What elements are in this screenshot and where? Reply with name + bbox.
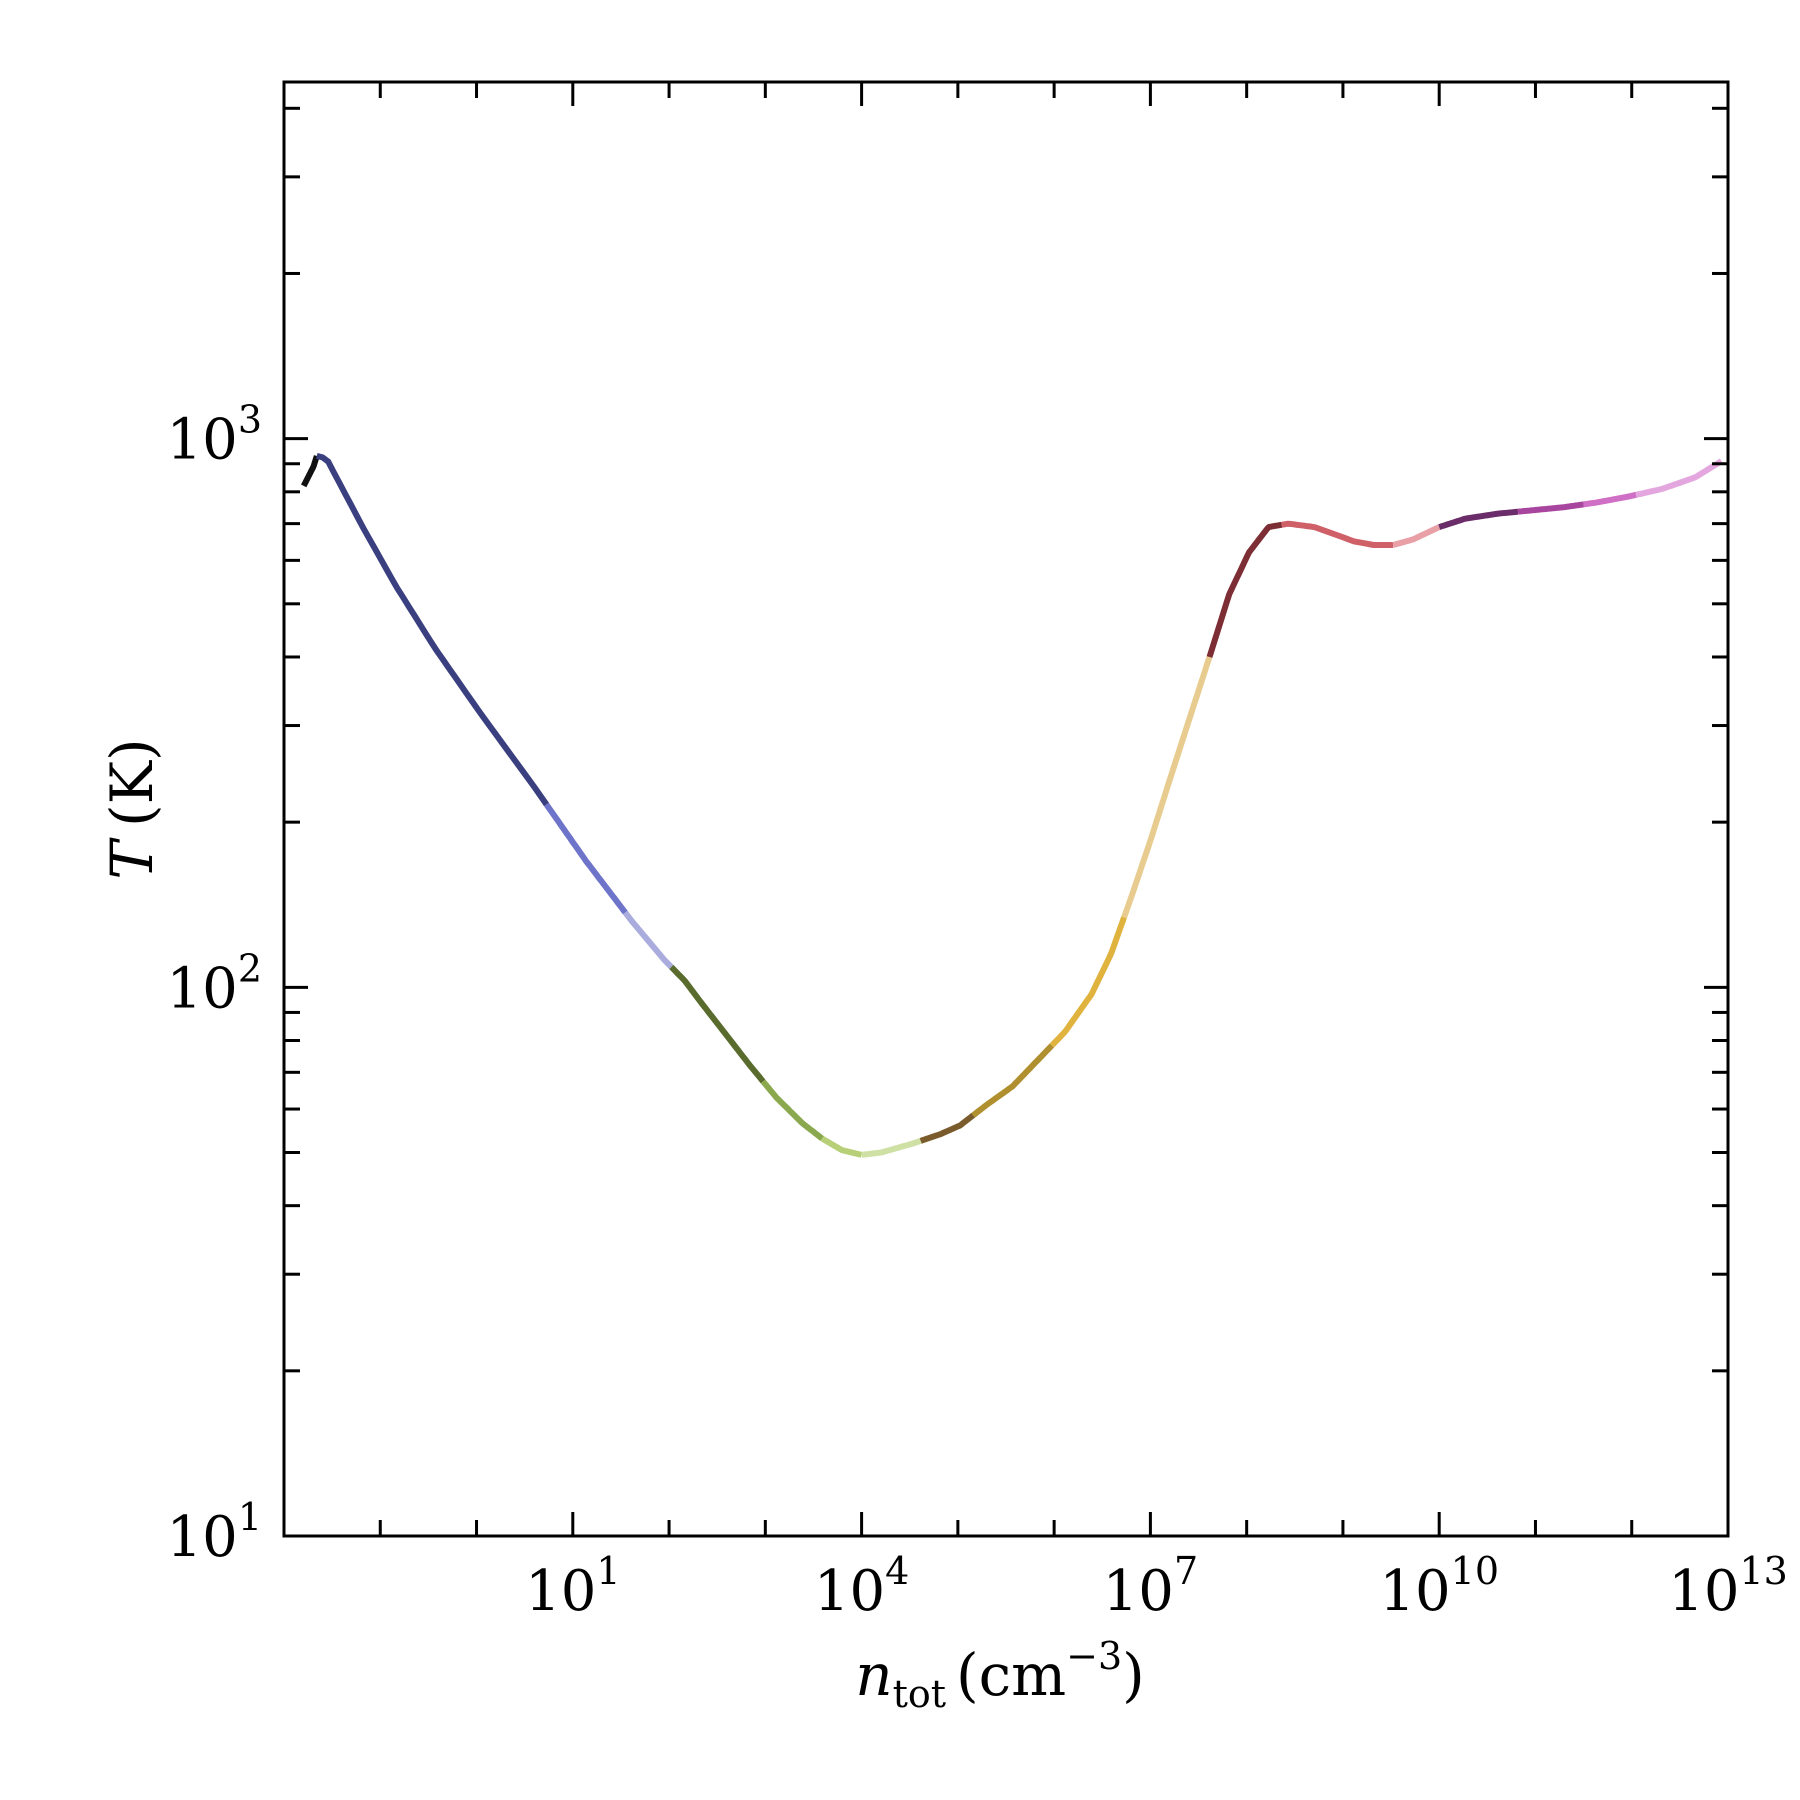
curve-segment-15 — [1438, 508, 1519, 530]
x-tick-label-base: 10 — [1668, 1559, 1739, 1624]
x-tick-label-exp: 1 — [596, 1549, 620, 1593]
curve-segment-0 — [301, 454, 320, 489]
x-axis-label-main: n — [855, 1641, 892, 1709]
x-axis-label-unit-exp: −3 — [1066, 1634, 1122, 1678]
y-axis-label-unit: (K) — [98, 738, 166, 827]
x-tick-label: 1010 — [1379, 1549, 1499, 1624]
x-tick-label-exp: 7 — [1174, 1549, 1198, 1593]
x-tick-label-exp: 10 — [1451, 1549, 1499, 1593]
y-tick-label: 101 — [167, 1495, 262, 1570]
y-tick-label-exp: 3 — [238, 398, 262, 442]
y-tick-label-base: 10 — [167, 956, 238, 1021]
curve-segment-4 — [669, 964, 766, 1084]
curve-segment-2 — [544, 802, 628, 915]
y-tick-label-exp: 2 — [238, 946, 262, 990]
x-axis-label-sub: tot — [893, 1672, 946, 1716]
ticks-layer — [284, 82, 1728, 1536]
curve-segment-17 — [1581, 491, 1638, 508]
curve-segment-14 — [1391, 524, 1442, 548]
curve-segment-13 — [1281, 520, 1394, 548]
x-axis-label-unit-close: ) — [1122, 1641, 1145, 1709]
x-axis-label: ntot (cm−3) — [855, 1634, 1145, 1716]
x-tick-label-base: 10 — [1103, 1559, 1174, 1624]
curve-segment-9 — [971, 1043, 1055, 1118]
curve-segment-10 — [1049, 916, 1127, 1048]
x-tick-label: 1013 — [1668, 1549, 1788, 1624]
y-tick-label: 102 — [167, 946, 262, 1021]
x-axis-label-unit-open: (cm — [956, 1641, 1066, 1709]
x-tick-label-exp: 4 — [885, 1549, 909, 1593]
x-tick-label: 101 — [525, 1549, 620, 1624]
x-tick-label-exp: 13 — [1739, 1549, 1787, 1593]
curve-segment-5 — [760, 1079, 824, 1142]
x-tick-label: 107 — [1103, 1549, 1198, 1624]
x-tick-label: 104 — [814, 1549, 909, 1624]
curve-segment-16 — [1516, 501, 1585, 515]
curve-segment-6 — [820, 1136, 864, 1158]
curve-segment-7 — [860, 1138, 923, 1158]
curve-layer — [301, 452, 1723, 1158]
y-tick-label-base: 10 — [167, 408, 238, 473]
curve-segment-3 — [622, 910, 674, 970]
y-tick-label-exp: 1 — [238, 1495, 262, 1539]
curve-segment-12 — [1206, 521, 1283, 658]
curve-segment-11 — [1121, 656, 1213, 919]
curve-segment-1 — [316, 452, 549, 807]
plot-frame — [282, 80, 1730, 1538]
x-tick-label-base: 10 — [525, 1559, 596, 1624]
x-tick-label-base: 10 — [814, 1559, 885, 1624]
y-tick-label: 103 — [167, 398, 262, 473]
y-axis-label: T (K) — [98, 738, 166, 879]
y-tick-label-base: 10 — [167, 1505, 238, 1570]
curve-segment-8 — [919, 1112, 976, 1144]
x-tick-label-base: 10 — [1379, 1559, 1450, 1624]
curve-segment-18 — [1635, 458, 1723, 498]
y-axis-label-main: T — [98, 837, 166, 880]
